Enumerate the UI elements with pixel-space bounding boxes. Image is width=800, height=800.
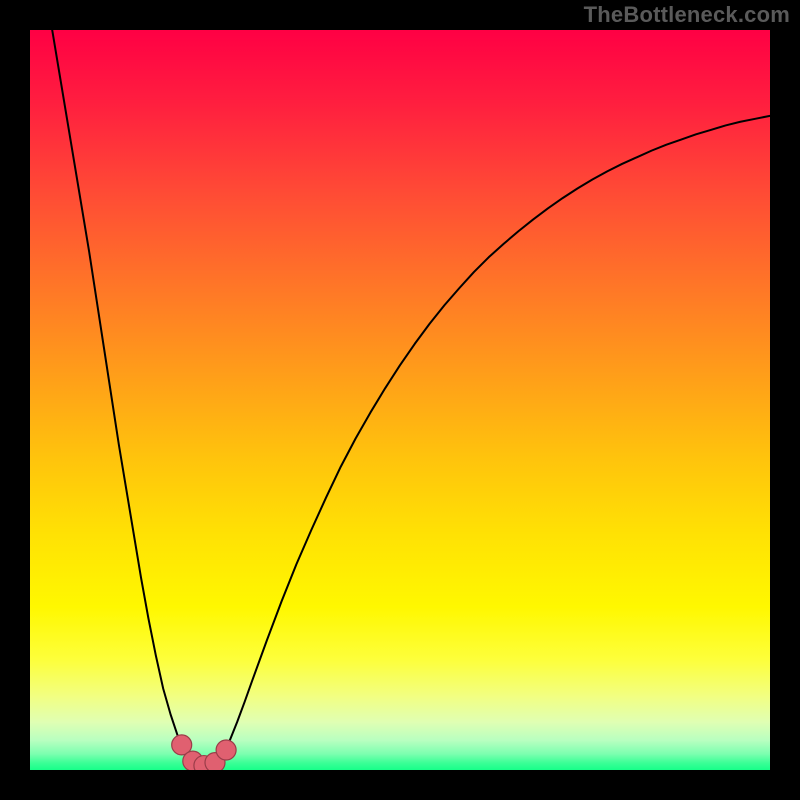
watermark-text: TheBottleneck.com — [584, 2, 790, 28]
plot-svg — [30, 30, 770, 770]
chart-frame: TheBottleneck.com — [0, 0, 800, 800]
plot-background — [30, 30, 770, 770]
plot-area — [30, 30, 770, 770]
minimum-marker — [216, 740, 236, 760]
